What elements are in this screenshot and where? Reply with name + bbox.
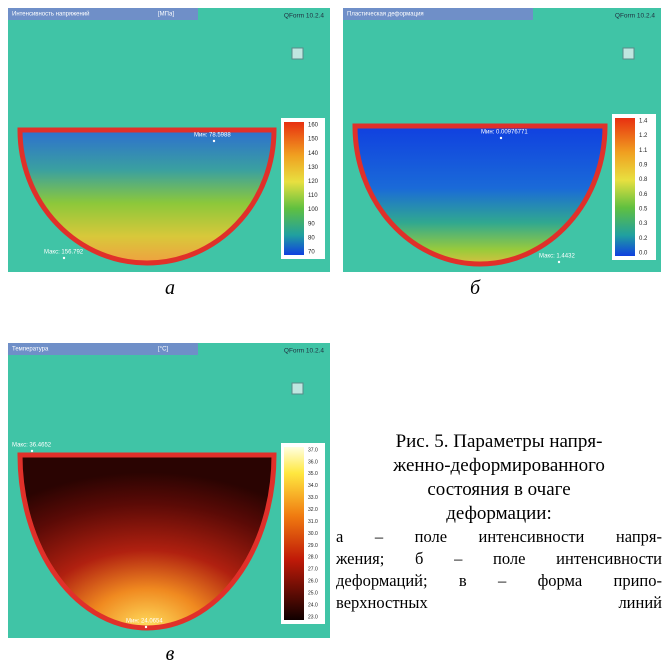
scale-tick-label: 31.0: [308, 519, 318, 525]
view-cube: [292, 48, 303, 59]
unit: [°C]: [158, 347, 168, 353]
simulation-screenshot: Интенсивность напряжений [МПа] QForm 10.2.…: [8, 8, 330, 272]
panel-letter: а: [150, 277, 190, 300]
scale-tick-label: 0.0: [639, 251, 648, 257]
scale-tick-label: 24.0: [308, 602, 318, 608]
marker-point: [558, 261, 560, 263]
marker-label: Мин: 78.5988: [194, 133, 231, 139]
scale-tick-label: 0.5: [639, 207, 648, 213]
software-label: QForm 10.2.4: [284, 13, 324, 20]
marker-label: Макс: 36.4652: [12, 443, 52, 449]
scale-tick-label: 90: [308, 221, 315, 227]
scale-tick-label: 100: [308, 207, 319, 213]
caption-legend-line: деформаций; в – форма припо-: [336, 570, 662, 592]
panel-title: Интенсивность напряжений: [12, 11, 89, 18]
page: Рис. 5. Параметры напря-женно-деформиров…: [0, 0, 667, 665]
panel-letter: б: [455, 277, 495, 300]
view-cube: [292, 383, 303, 394]
caption-heading-line: Рис. 5. Параметры напря-: [336, 430, 662, 454]
scale-tick-label: 140: [308, 151, 319, 157]
color-scale: [284, 447, 304, 620]
scale-tick-label: 30.0: [308, 531, 318, 537]
caption-heading-line: женно-деформированного: [336, 454, 662, 478]
scale-tick-label: 29.0: [308, 543, 318, 549]
scale-tick-label: 25.0: [308, 590, 318, 596]
scale-tick-label: 1.2: [639, 133, 648, 139]
caption: Рис. 5. Параметры напря-женно-деформиров…: [336, 430, 662, 614]
scale-tick-label: 150: [308, 137, 319, 143]
unit: [МПа]: [158, 12, 174, 18]
scale-tick-label: 0.3: [639, 221, 648, 227]
marker-point: [145, 626, 147, 628]
caption-heading-line: деформации:: [336, 502, 662, 526]
scale-tick-label: 32.0: [308, 507, 318, 513]
scale-tick-label: 34.0: [308, 483, 318, 489]
scale-tick-label: 80: [308, 235, 315, 241]
software-label: QForm 10.2.4: [615, 13, 655, 20]
panel-title: Температура: [12, 347, 49, 353]
scale-tick-label: 36.0: [308, 459, 318, 465]
scale-tick-label: 0.8: [639, 177, 648, 183]
scale-tick-label: 27.0: [308, 567, 318, 573]
scale-tick-label: 130: [308, 165, 319, 171]
scale-tick-label: 23.0: [308, 614, 318, 620]
simulation-screenshot: Пластическая деформация QForm 10.2.4 1.4 1.…: [343, 8, 661, 272]
scale-tick-label: 70: [308, 250, 315, 256]
marker-label: Макс: 1.4432: [539, 254, 575, 260]
marker-point: [31, 450, 33, 452]
scale-tick-label: 28.0: [308, 555, 318, 561]
scale-tick-label: 0.2: [639, 236, 648, 242]
software-label: QForm 10.2.4: [284, 348, 324, 355]
view-cube: [623, 48, 634, 59]
scale-tick-label: 0.9: [639, 163, 648, 169]
scale-tick-label: 33.0: [308, 495, 318, 501]
scale-tick-label: 1.1: [639, 148, 648, 154]
scale-tick-label: 35.0: [308, 471, 318, 477]
marker-point: [500, 137, 502, 139]
color-scale: [284, 122, 304, 255]
marker-label: Мин: 24.0654: [126, 619, 163, 625]
panel-letter: в: [150, 643, 190, 665]
caption-heading-line: состояния в очаге: [336, 478, 662, 502]
marker-point: [63, 257, 65, 259]
panel-title: Пластическая деформация: [347, 12, 424, 18]
scale-tick-label: 37.0: [308, 447, 318, 453]
scale-tick-label: 110: [308, 193, 318, 199]
marker-label: Макс: 156.792: [44, 250, 84, 256]
scale-tick-label: 160: [308, 123, 319, 129]
caption-legend-line: верхностных линий: [336, 592, 662, 614]
scale-tick-label: 120: [308, 179, 319, 185]
caption-legend-line: а – поле интенсивности напря-: [336, 526, 662, 548]
scale-tick-label: 0.6: [639, 192, 648, 198]
marker-label: Мин: 0.00976771: [481, 130, 528, 136]
scale-tick-label: 26.0: [308, 579, 318, 585]
marker-point: [213, 140, 215, 142]
caption-legend-line: жения; б – поле интенсивности: [336, 548, 662, 570]
color-scale: [615, 118, 635, 256]
simulation-screenshot: Температура [°C] QForm 10.2.4 37.0 36.0 35.0 3…: [8, 343, 330, 638]
scale-tick-label: 1.4: [639, 119, 648, 125]
